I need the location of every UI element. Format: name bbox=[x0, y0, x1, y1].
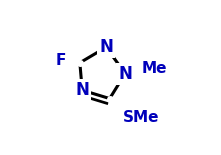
Text: Me: Me bbox=[142, 61, 167, 76]
Text: N: N bbox=[118, 64, 132, 82]
Text: N: N bbox=[99, 38, 113, 56]
Text: N: N bbox=[75, 81, 89, 99]
Text: F: F bbox=[55, 53, 65, 68]
Text: SMe: SMe bbox=[123, 110, 159, 125]
